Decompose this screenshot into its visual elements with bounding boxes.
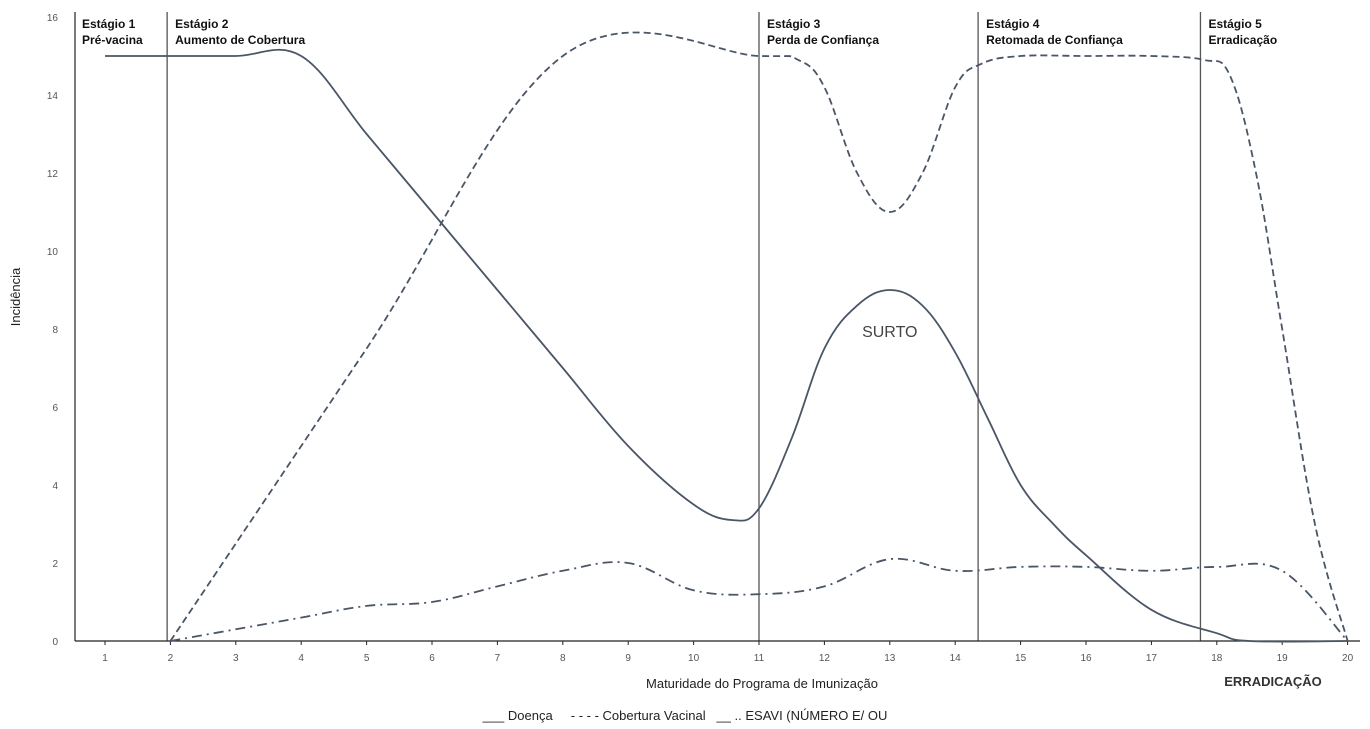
x-axis-title: Maturidade do Programa de Imunização (646, 676, 878, 691)
x-tick-label: 11 (754, 653, 765, 664)
x-extra-label: ERRADICAÇÃO (1224, 674, 1322, 689)
stage-name: Pré-vacina (82, 33, 143, 47)
x-tick-label: 19 (1277, 653, 1289, 664)
stage-name: Retomada de Confiança (986, 33, 1123, 47)
chart-legend: ___ Doença - - - - Cobertura Vacinal __ … (482, 708, 888, 723)
y-tick-label: 0 (52, 637, 58, 648)
series-line-dashed (169, 31, 1349, 642)
stage-number: Estágio 5 (1208, 17, 1262, 31)
x-tick-label: 15 (1015, 653, 1027, 664)
x-tick-label: 18 (1211, 653, 1223, 664)
stage-name: Perda de Confiança (767, 33, 879, 47)
stage-number: Estágio 2 (175, 17, 229, 31)
x-tick-label: 16 (1080, 653, 1092, 664)
y-tick-label: 2 (52, 559, 58, 570)
x-tick-label: 10 (688, 653, 700, 664)
x-tick-label: 6 (429, 653, 435, 664)
x-tick-label: 7 (495, 653, 501, 664)
y-tick-label: 16 (47, 13, 59, 24)
y-tick-label: 10 (47, 247, 59, 258)
x-tick-label: 4 (298, 653, 304, 664)
x-tick-label: 1 (102, 653, 108, 664)
series-line-solid (105, 48, 1348, 643)
series-group (105, 31, 1349, 643)
stage-number: Estágio 4 (986, 17, 1040, 31)
x-tick-label: 2 (168, 653, 174, 664)
stage-lines (166, 12, 1202, 641)
x-tick-label: 17 (1146, 653, 1158, 664)
annotations: SURTO (862, 324, 917, 341)
annotation-label: SURTO (862, 324, 917, 341)
x-tick-label: 8 (560, 653, 566, 664)
stage-number: Estágio 3 (767, 17, 821, 31)
y-tick-label: 8 (52, 325, 58, 336)
stage-name: Erradicação (1208, 33, 1277, 47)
y-tick-label: 6 (52, 403, 58, 414)
x-tick-label: 12 (819, 653, 831, 664)
series-line-dashdot (170, 557, 1349, 642)
y-axis-title: Incidência (8, 267, 23, 326)
y-tick-label: 14 (47, 91, 59, 102)
x-tick-label: 9 (625, 653, 631, 664)
x-tick-label: 3 (233, 653, 239, 664)
incidence-chart: Estágio 1 Pré-vacina Estágio 2 Aumento de C… (8, 12, 1360, 691)
y-tick-label: 4 (52, 481, 58, 492)
stage-name: Aumento de Cobertura (175, 33, 305, 47)
stage-number: Estágio 1 (82, 17, 136, 31)
x-tick-label: 20 (1342, 653, 1354, 664)
x-tick-label: 14 (950, 653, 962, 664)
x-tick-label: 13 (884, 653, 896, 664)
stage-labels: Estágio 1 Pré-vacina Estágio 2 Aumento de C… (82, 17, 1277, 47)
y-tick-label: 12 (47, 169, 59, 180)
x-tick-label: 5 (364, 653, 370, 664)
